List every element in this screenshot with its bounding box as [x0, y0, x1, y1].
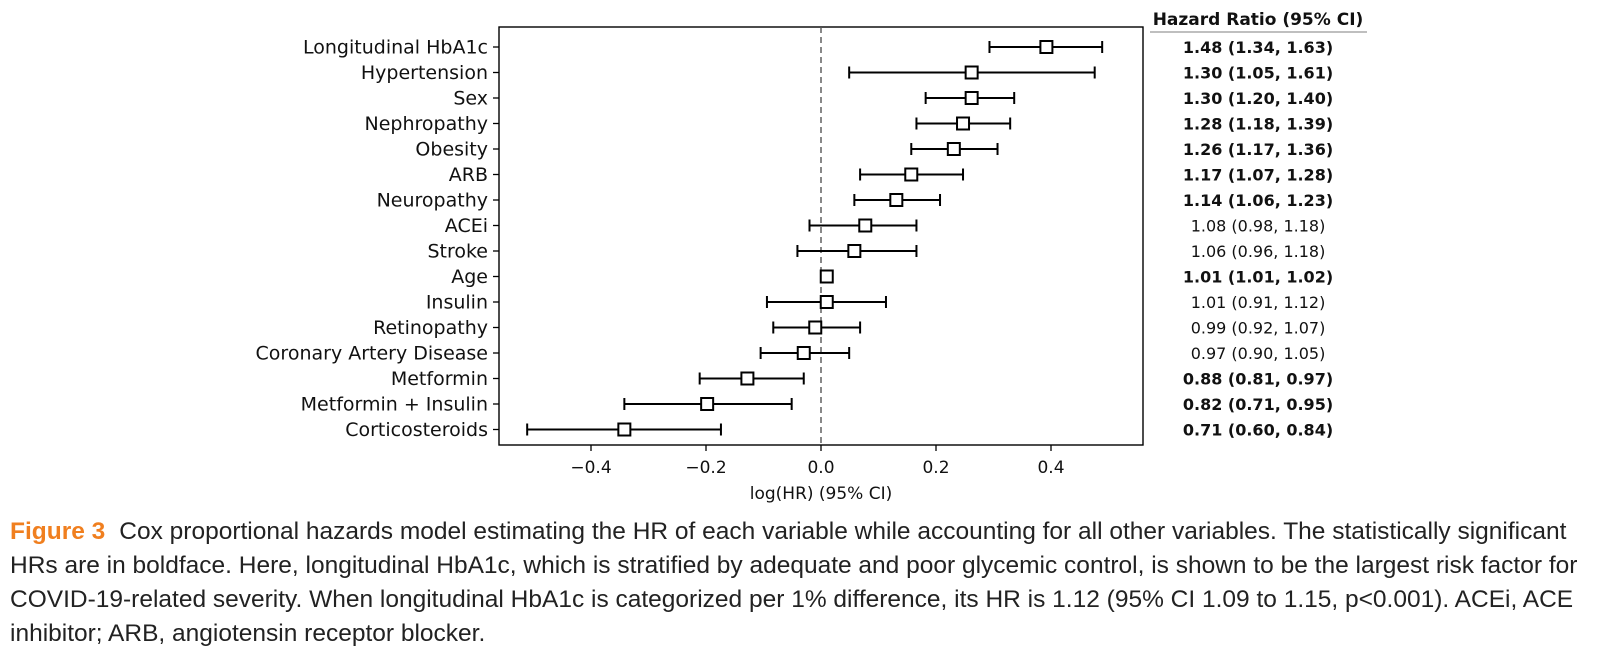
point-estimate — [964, 65, 979, 80]
point-estimate — [796, 346, 811, 360]
hr-value: 1.30 (1.20, 1.40) — [1183, 89, 1333, 108]
point-estimate — [819, 295, 834, 309]
row-label: Corticosteroids — [345, 419, 488, 441]
row-label: Hypertension — [361, 62, 488, 84]
hr-value: 1.17 (1.07, 1.28) — [1183, 166, 1333, 185]
row-label: Sex — [453, 88, 488, 110]
x-tick-label: −0.2 — [685, 458, 726, 478]
caption-label: Figure 3 — [10, 518, 106, 545]
hr-value: 1.01 (0.91, 1.12) — [1191, 293, 1326, 312]
row-label: ACEi — [445, 215, 488, 237]
point-estimate — [946, 142, 961, 156]
hr-table: 1.48 (1.34, 1.63) 1.30 (1.05, 1.61) 1.30 (… — [1183, 38, 1333, 440]
hr-value: 1.30 (1.05, 1.61) — [1183, 64, 1333, 83]
hr-value: 0.97 (0.90, 1.05) — [1191, 344, 1326, 363]
hr-value: 1.14 (1.06, 1.23) — [1183, 191, 1333, 210]
hr-value: 1.08 (0.98, 1.18) — [1191, 217, 1326, 236]
point-estimate — [740, 371, 755, 386]
row-label: Nephropathy — [365, 113, 488, 135]
hr-value: 1.48 (1.34, 1.63) — [1183, 38, 1333, 57]
row-label: Metformin + Insulin — [301, 394, 488, 416]
forest-plot: −0.4 −0.2 0.0 0.2 0.4 Longitudinal HbA1c Hype… — [256, 10, 1367, 504]
point-estimate — [700, 397, 715, 411]
point-estimate — [889, 193, 904, 207]
hr-value: 1.06 (0.96, 1.18) — [1191, 242, 1326, 261]
hr-value: 0.82 (0.71, 0.95) — [1183, 395, 1333, 414]
x-tick-label: 0.4 — [1037, 458, 1064, 478]
caption-text: Cox proportional hazards model estimatin… — [10, 518, 1578, 647]
point-estimate — [858, 218, 873, 233]
point-estimate — [1039, 40, 1054, 54]
row-label: Coronary Artery Disease — [256, 343, 488, 365]
hr-value: 1.01 (1.01, 1.02) — [1183, 268, 1333, 287]
figure-caption: Figure 3 Cox proportional hazards model e… — [10, 515, 1600, 651]
point-estimate — [819, 269, 834, 284]
forest-rows: Longitudinal HbA1c Hypertension Sex Nephrop… — [256, 37, 1104, 441]
point-estimate — [956, 116, 971, 131]
point-estimate — [847, 244, 862, 258]
row-label: Obesity — [415, 139, 488, 161]
hr-value: 1.28 (1.18, 1.39) — [1183, 115, 1333, 134]
hr-value: 1.26 (1.17, 1.36) — [1183, 140, 1333, 159]
x-tick-label: −0.4 — [570, 458, 611, 478]
hr-value: 0.99 (0.92, 1.07) — [1191, 319, 1326, 338]
row-label: Longitudinal HbA1c — [303, 37, 488, 59]
row-label: Neuropathy — [377, 190, 488, 212]
hr-value: 0.71 (0.60, 0.84) — [1183, 421, 1333, 440]
row-label: Metformin — [391, 368, 488, 390]
point-estimate — [617, 422, 632, 437]
row-label: Stroke — [427, 241, 488, 263]
hr-table-header: Hazard Ratio (95% CI) — [1153, 10, 1364, 30]
point-estimate — [904, 167, 919, 182]
x-axis-title: log(HR) (95% CI) — [750, 484, 893, 504]
point-estimate — [808, 320, 823, 335]
point-estimate — [964, 91, 979, 105]
x-tick-label: 0.0 — [807, 458, 834, 478]
x-tick-label: 0.2 — [922, 458, 949, 478]
hr-value: 0.88 (0.81, 0.97) — [1183, 370, 1333, 389]
row-label: Retinopathy — [373, 317, 488, 339]
row-label: Insulin — [426, 292, 488, 314]
row-label: Age — [451, 266, 488, 288]
x-axis-ticks: −0.4 −0.2 0.0 0.2 0.4 — [570, 445, 1065, 478]
row-label: ARB — [449, 164, 488, 186]
